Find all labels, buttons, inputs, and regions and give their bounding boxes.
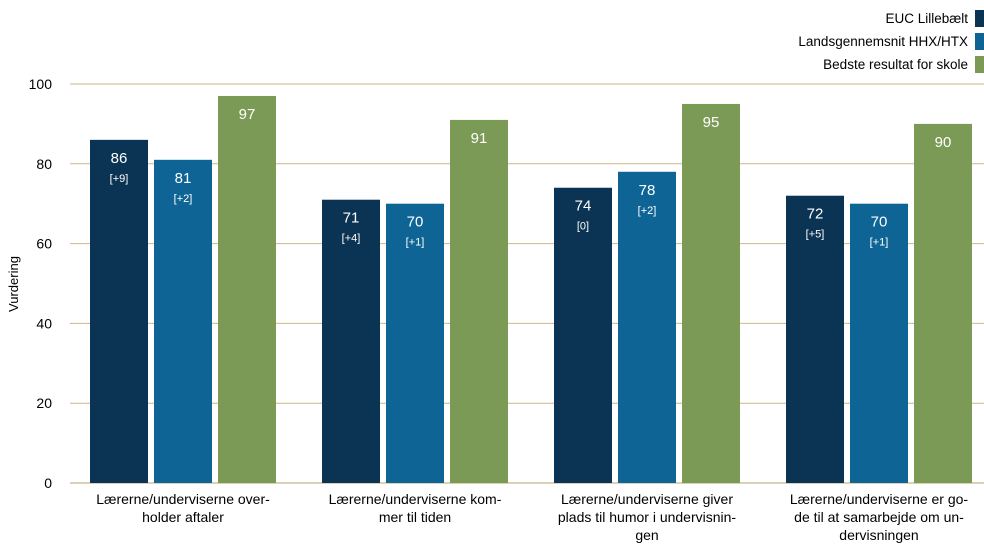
bar-delta-label: [+5] (806, 229, 825, 241)
legend-swatch (975, 56, 984, 73)
legend: EUC Lillebælt Landsgennemsnit HHX/HTX Beds… (798, 10, 984, 73)
bar (90, 139, 148, 484)
x-tick-label: gen (635, 527, 658, 543)
y-tick-label: 40 (36, 315, 52, 331)
x-tick-label: dervisningen (839, 527, 918, 543)
x-tick-label: de til at samarbejde om un- (794, 509, 964, 525)
bar-delta-label: [+2] (638, 205, 657, 217)
x-tick-label: Lærerne/underviserne kom- (329, 491, 502, 507)
x-tick-label: Lærerne/underviserne er go- (790, 491, 969, 507)
y-tick-label: 0 (44, 475, 52, 491)
bar (618, 171, 676, 483)
bar-value-label: 90 (935, 134, 952, 151)
bar-value-label: 97 (239, 106, 256, 123)
bar-value-label: 91 (471, 130, 488, 147)
bar-delta-label: [+9] (110, 173, 129, 185)
legend-label: EUC Lillebælt (885, 11, 968, 26)
y-axis-label: Vurdering (6, 256, 21, 312)
x-tick-label: plads til humor i undervisnin- (558, 509, 737, 525)
bars: 86 [+9] 71 [+4] 74 [0] 72 [+5] 81 [+2] 70 [+1] 78 [+2… (90, 95, 972, 484)
x-tick-label: Lærerne/underviserne over- (96, 491, 270, 507)
bar-value-label: 95 (703, 114, 720, 131)
x-tick-label: Lærerne/underviserne giver (561, 491, 733, 507)
bar-value-label: 86 (111, 150, 128, 167)
y-tick-label: 20 (36, 395, 52, 411)
bar (786, 195, 844, 483)
bar-delta-label: [+4] (342, 233, 361, 245)
bar (850, 203, 908, 483)
y-tick-label: 100 (29, 76, 53, 92)
bar-delta-label: [+1] (406, 237, 425, 249)
bar (218, 95, 276, 483)
bar-value-label: 71 (343, 210, 360, 227)
bar-value-label: 70 (871, 214, 888, 231)
bar-value-label: 70 (407, 214, 424, 231)
y-tick-label: 60 (36, 236, 52, 252)
bar (914, 123, 972, 484)
bar-value-label: 74 (575, 198, 592, 215)
bar (386, 203, 444, 483)
bar (154, 159, 212, 483)
y-axis: 0 20 40 60 80 100 (29, 76, 53, 491)
bar-value-label: 72 (807, 206, 824, 223)
x-tick-label: holder aftaler (142, 509, 224, 525)
bar-value-label: 81 (175, 170, 192, 187)
x-axis: Lærerne/underviserne over-holder aftaler… (96, 491, 968, 543)
bar (322, 199, 380, 483)
bar-value-label: 78 (639, 182, 656, 199)
x-tick-label: mer til tiden (379, 509, 451, 525)
bar-delta-label: [+1] (870, 237, 889, 249)
bar (682, 103, 740, 483)
legend-swatch (975, 10, 984, 27)
legend-label: Bedste resultat for skole (823, 57, 968, 72)
bar-delta-label: [+2] (174, 193, 193, 205)
bar-delta-label: [0] (577, 221, 589, 233)
bar (554, 187, 612, 484)
y-tick-label: 80 (36, 156, 52, 172)
bar (450, 119, 508, 483)
legend-label: Landsgennemsnit HHX/HTX (798, 34, 968, 49)
legend-swatch (975, 33, 984, 50)
